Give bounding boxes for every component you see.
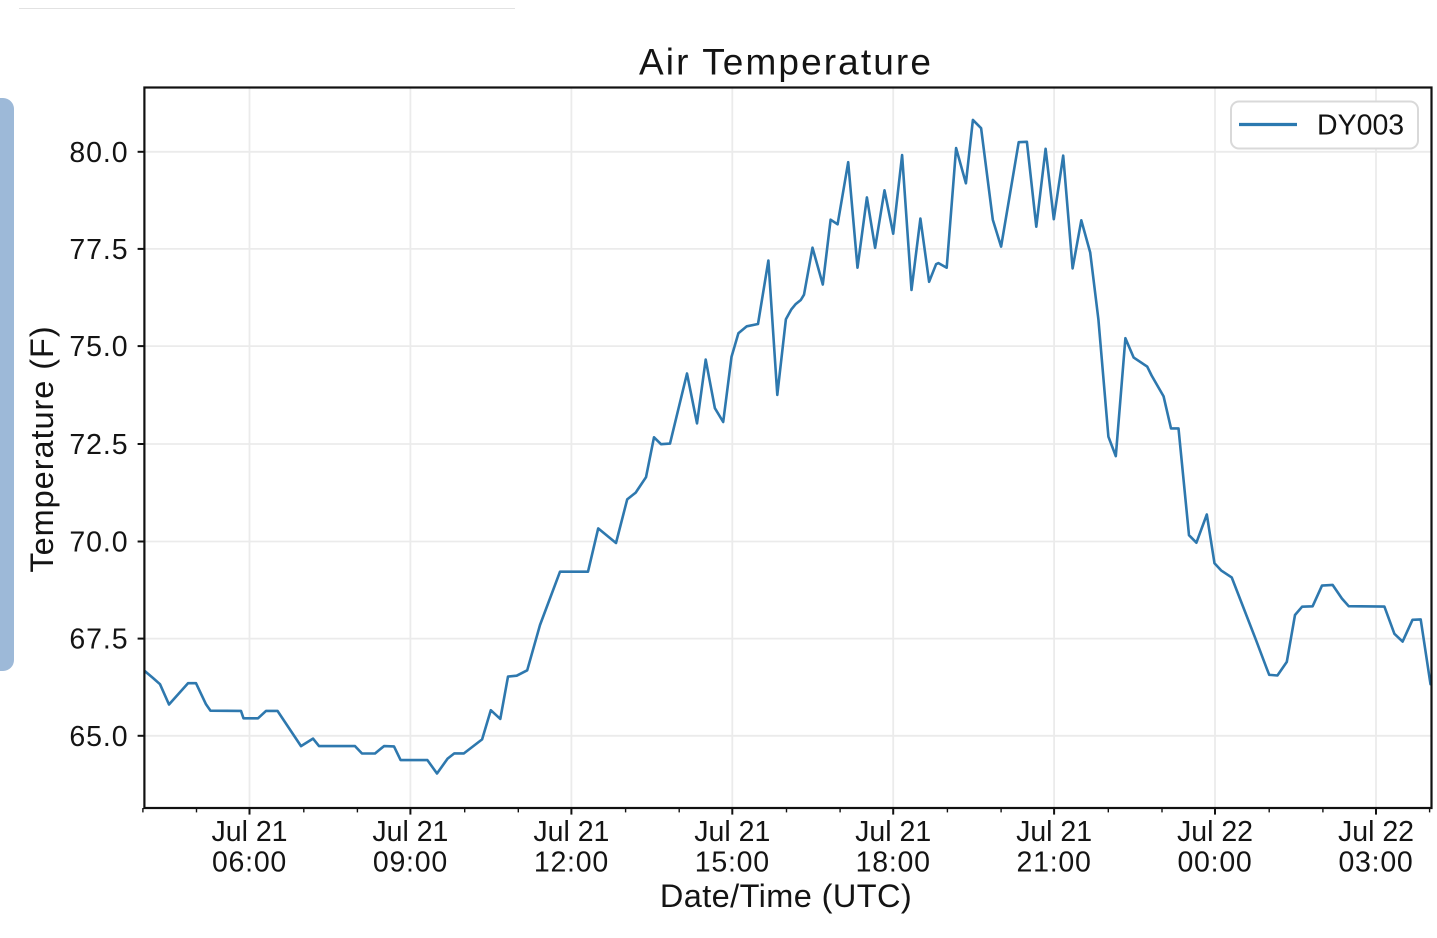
svg-text:Jul 21: Jul 21 [372,816,448,848]
svg-text:75.0: 75.0 [69,331,128,363]
svg-text:06:00: 06:00 [212,847,287,879]
svg-text:Jul 21: Jul 21 [694,816,770,848]
svg-text:18:00: 18:00 [856,847,931,879]
svg-text:DY003: DY003 [1317,110,1404,142]
svg-text:65.0: 65.0 [69,721,128,753]
svg-text:00:00: 00:00 [1177,847,1252,879]
svg-text:Jul 21: Jul 21 [211,816,287,848]
svg-text:12:00: 12:00 [534,847,609,879]
svg-text:21:00: 21:00 [1017,847,1092,879]
svg-text:Jul 21: Jul 21 [855,816,931,848]
svg-text:70.0: 70.0 [69,527,128,559]
svg-text:Date/Time (UTC): Date/Time (UTC) [660,878,912,914]
svg-text:80.0: 80.0 [69,137,128,169]
svg-text:Temperature (F): Temperature (F) [24,325,60,572]
svg-text:Jul 21: Jul 21 [533,816,609,848]
svg-text:15:00: 15:00 [695,847,770,879]
svg-text:72.5: 72.5 [69,429,128,461]
svg-text:67.5: 67.5 [69,624,128,656]
svg-text:77.5: 77.5 [69,234,128,266]
svg-text:09:00: 09:00 [373,847,448,879]
svg-text:Jul 22: Jul 22 [1177,816,1253,848]
svg-text:03:00: 03:00 [1338,847,1413,879]
svg-text:Air Temperature: Air Temperature [639,42,933,83]
svg-text:Jul 21: Jul 21 [1016,816,1092,848]
svg-text:Jul 22: Jul 22 [1338,816,1414,848]
